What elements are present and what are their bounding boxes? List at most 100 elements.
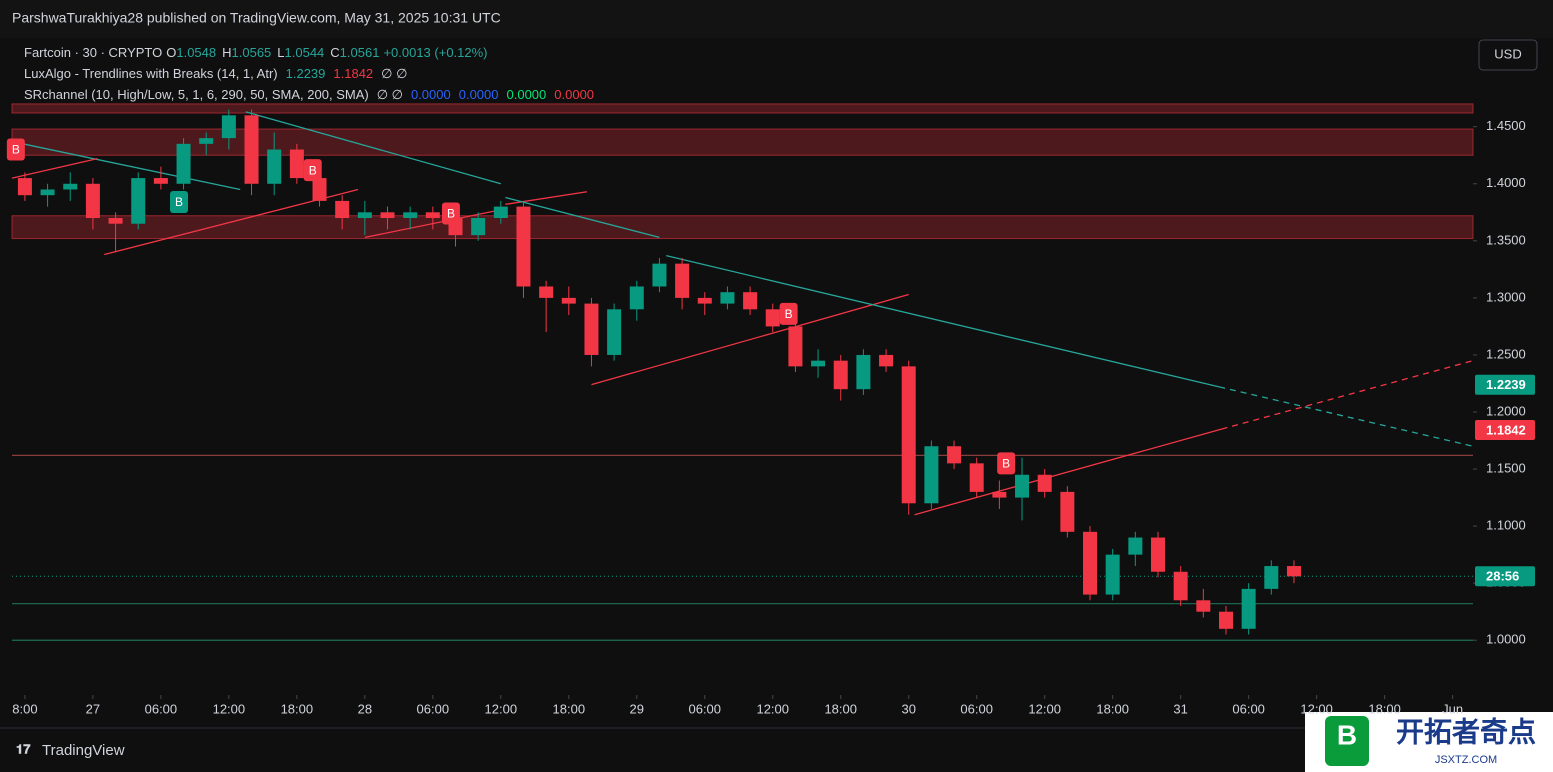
brand: TradingView <box>42 742 125 759</box>
candle-body <box>1173 571 1188 601</box>
x-tick-label: 18:00 <box>1096 701 1129 716</box>
plot: 1.4500 1.4000 1.3500 1.3000 1.2500 1.2000 1.15… <box>6 103 1535 716</box>
y-tick-label: 1.4500 <box>1486 118 1526 133</box>
x-tick-label: 27 <box>86 701 100 716</box>
break-label: B <box>785 307 793 321</box>
y-tick-label: 1.1500 <box>1486 460 1526 475</box>
candle-body <box>357 212 372 219</box>
watermark-logo-box <box>1325 716 1369 766</box>
y-tick-label: 1.2000 <box>1486 403 1526 418</box>
candle-body <box>720 292 735 304</box>
candle-body <box>425 212 440 219</box>
l-label: L <box>277 45 284 60</box>
publisher: ParshwaTurakhiya28 published on TradingV… <box>12 10 501 26</box>
currency-button[interactable] <box>1478 39 1538 71</box>
x-tick-label: 12:00 <box>213 701 246 716</box>
x-tick-label: 18:00 <box>281 701 314 716</box>
x-tick-label: 12:00 <box>485 701 518 716</box>
x-tick-label: 06:00 <box>960 701 993 716</box>
candle-body <box>267 149 282 184</box>
candle-body <box>811 360 826 367</box>
candle-body <box>108 218 123 224</box>
x-tick-label: 12:00 <box>756 701 789 716</box>
y-tick-label: 1.0000 <box>1486 632 1526 647</box>
break-badge <box>170 191 189 214</box>
value: 0.0000 <box>459 87 499 102</box>
candle-body <box>765 309 780 327</box>
candle-body <box>153 178 168 184</box>
break-badge <box>303 159 322 182</box>
trendline <box>505 196 660 239</box>
resistance-zone <box>11 215 1474 240</box>
x-tick-label: 12:00 <box>1300 701 1333 716</box>
axis-badge-label: 28:56 <box>1486 569 1519 584</box>
x-tick-label: 06:00 <box>688 701 721 716</box>
candle-body <box>1196 600 1211 612</box>
trendline <box>914 428 1222 516</box>
trendline <box>245 111 501 185</box>
axis-badge <box>1475 420 1535 441</box>
break-badge <box>779 302 798 325</box>
candle-body <box>1015 474 1030 498</box>
x-tick-label: 8:00 <box>12 701 37 716</box>
candle-body <box>131 178 146 224</box>
candle-body <box>856 354 871 390</box>
axis-badge <box>1475 374 1535 395</box>
candle-body <box>403 212 418 219</box>
trendline <box>591 293 909 386</box>
top-bar <box>0 0 1553 38</box>
candle-body <box>675 263 690 298</box>
o: 1.0548 <box>176 45 216 60</box>
trendline <box>11 140 241 191</box>
y-tick-label: 1.3500 <box>1486 232 1526 247</box>
break-label: B <box>175 195 183 209</box>
candle-body <box>312 178 327 201</box>
candle-body <box>289 149 304 179</box>
candle-body <box>697 297 712 304</box>
candle-body <box>1151 537 1166 572</box>
candle-body <box>1264 566 1279 589</box>
x-tick-label: 06:00 <box>1232 701 1265 716</box>
candle-body <box>17 178 32 196</box>
x-tick-label: 06:00 <box>145 701 178 716</box>
break-badge <box>997 452 1016 475</box>
candle-body <box>493 206 508 219</box>
watermark-logo: B <box>1337 719 1357 750</box>
logo-mark: 𝟏𝟕 <box>16 741 31 756</box>
candle-body <box>40 189 55 196</box>
break-label: B <box>1002 457 1010 471</box>
y-tick-label: 1.3000 <box>1486 289 1526 304</box>
x-tick-label: 31 <box>1173 701 1187 716</box>
x-tick-label: 28 <box>358 701 372 716</box>
candle-body <box>652 263 667 287</box>
l: 1.0544 <box>285 45 325 60</box>
symbol: Fartcoin · 30 · CRYPTO <box>24 45 162 60</box>
x-tick-label: 29 <box>630 701 644 716</box>
h-label: H <box>222 45 231 60</box>
candle-body <box>1128 537 1143 555</box>
break-badge <box>6 138 25 161</box>
candle-body <box>199 138 214 144</box>
candle-body <box>1218 611 1233 629</box>
x-tick-label: 18:00 <box>553 701 586 716</box>
break-label: B <box>12 143 20 157</box>
value: 0.0000 <box>411 87 451 102</box>
trendline <box>11 158 98 179</box>
axis-badge <box>1475 566 1535 587</box>
legend-line: Fartcoin · 30 · CRYPTO O1.0548 H1.0565 L1.0… <box>24 45 488 60</box>
candle-body <box>1105 554 1120 595</box>
y-tick-label: 1.4000 <box>1486 175 1526 190</box>
c: 1.0561 <box>340 45 380 60</box>
candle-body <box>607 309 622 355</box>
indicator: LuxAlgo - Trendlines with Breaks (14, 1,… <box>24 66 278 81</box>
currency: USD <box>1494 46 1521 61</box>
x-tick-label: 30 <box>901 701 915 716</box>
change: +0.0013 (+0.12%) <box>383 45 487 60</box>
symbols: ∅ ∅ <box>381 66 407 81</box>
candle-body <box>221 115 236 139</box>
indicator: SRchannel (10, High/Low, 5, 1, 6, 290, 5… <box>24 87 369 102</box>
candle-body <box>380 212 395 219</box>
candle-body <box>924 446 939 504</box>
y-tick-label: 1.2500 <box>1486 346 1526 361</box>
candle-body <box>1083 531 1098 595</box>
